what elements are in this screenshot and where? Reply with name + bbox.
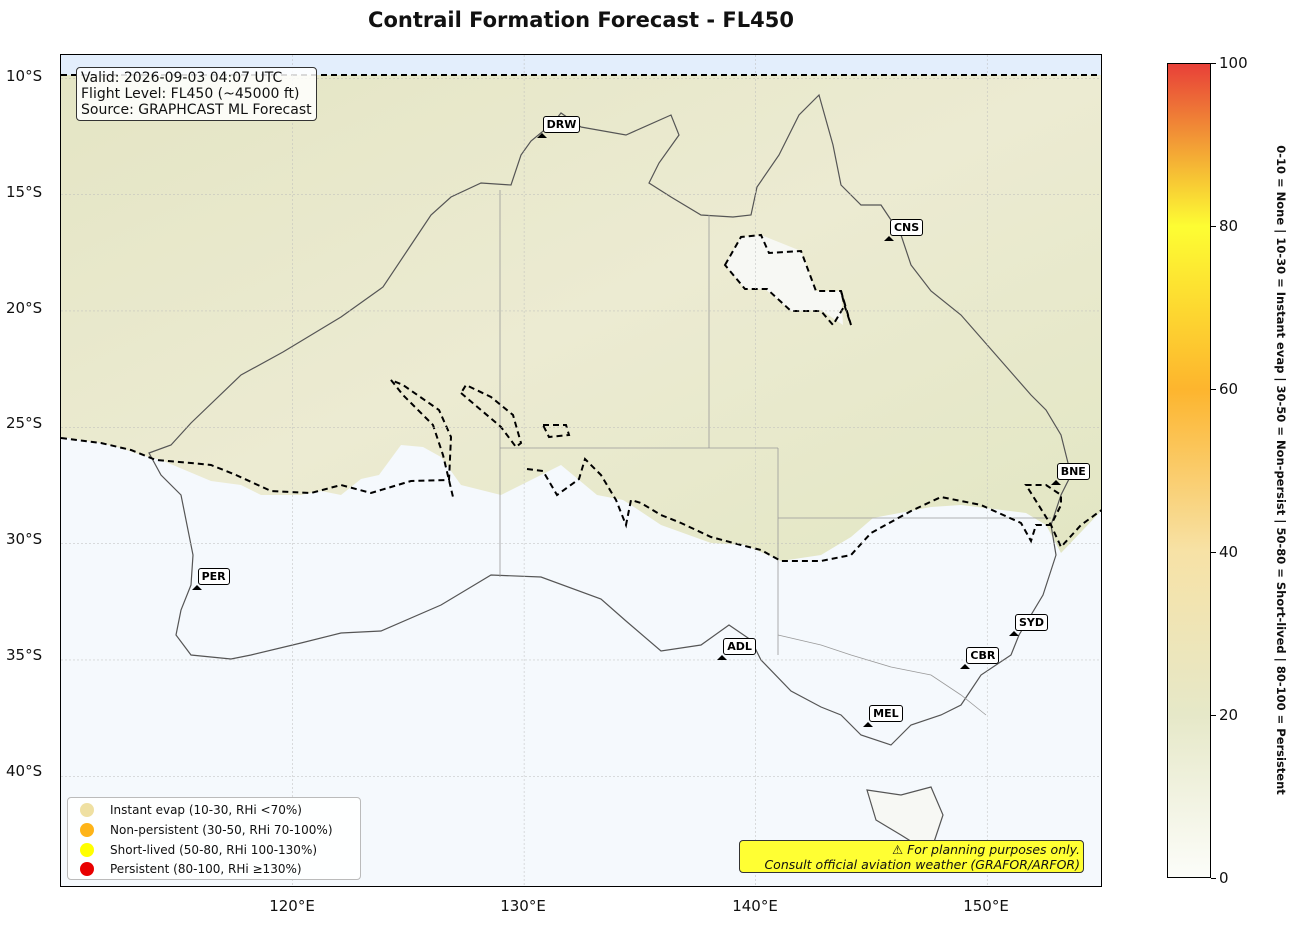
disclaimer-line-1: ⚠ For planning purposes only.: [892, 842, 1080, 857]
city-marker-icon: [883, 235, 894, 241]
city-marker-icon: [536, 133, 547, 139]
city-label-cbr[interactable]: CBR: [966, 646, 1000, 664]
colorbar-tick-mark: [1211, 389, 1216, 390]
city-marker-icon: [717, 654, 728, 660]
colorbar-tick-label: 60: [1219, 380, 1239, 398]
lon-tick-140e: 140°E: [732, 897, 778, 915]
city-marker-icon: [960, 663, 971, 669]
map-area[interactable]: [60, 54, 1102, 887]
colorbar-tick-mark: [1211, 878, 1216, 879]
legend-dot-icon: [80, 862, 94, 876]
valid-time: Valid: 2026-09-03 04:07 UTC: [81, 70, 283, 86]
forecast-source: Source: GRAPHCAST ML Forecast: [81, 102, 312, 118]
forecast-info-box: Valid: 2026-09-03 04:07 UTC Flight Level…: [76, 67, 317, 121]
city-label-cns[interactable]: CNS: [889, 218, 924, 236]
lat-tick-20s: 20°S: [6, 299, 43, 317]
lon-tick-120e: 120°E: [269, 897, 315, 915]
colorbar-tick-label: 0: [1219, 869, 1229, 887]
colorbar-tick-mark: [1211, 552, 1216, 553]
lon-tick-150e: 150°E: [963, 897, 1009, 915]
tropic-band: [61, 55, 1101, 75]
colorbar-tick-mark: [1211, 715, 1216, 716]
australia-coastline: [148, 93, 1072, 746]
colorbar: [1167, 63, 1211, 878]
city-label-drw[interactable]: DRW: [542, 116, 581, 134]
lon-tick-130e: 130°E: [500, 897, 546, 915]
disclaimer-box: ⚠ For planning purposes only. Consult of…: [739, 840, 1084, 873]
legend-dot-icon: [80, 823, 94, 837]
city-marker-icon: [863, 722, 874, 728]
colorbar-tick-mark: [1211, 63, 1216, 64]
flight-level: Flight Level: FL450 (~45000 ft): [81, 86, 300, 102]
colorbar-tick-label: 80: [1219, 217, 1239, 235]
lat-tick-30s: 30°S: [6, 530, 43, 548]
city-label-adl[interactable]: ADL: [723, 637, 756, 655]
city-marker-icon: [191, 584, 202, 590]
lat-tick-35s: 35°S: [6, 646, 43, 664]
map-canvas: [61, 55, 1101, 886]
disclaimer-line-2: Consult official aviation weather (GRAFO…: [764, 857, 1080, 872]
state-borders: [499, 190, 1051, 716]
lat-tick-25s: 25°S: [6, 414, 43, 432]
clear-patch: [725, 235, 843, 325]
city-marker-icon: [1009, 631, 1019, 637]
city-marker-icon: [1050, 480, 1061, 486]
legend-dot-icon: [80, 843, 94, 857]
colorbar-tick-mark: [1211, 226, 1216, 227]
lat-tick-10s: 10°S: [6, 67, 43, 85]
colorbar-tick-label: 20: [1219, 706, 1239, 724]
lat-tick-15s: 15°S: [6, 183, 43, 201]
forecast-region: [61, 75, 1101, 561]
legend: Instant evap (10-30, RHi <70%) Non-persi…: [67, 797, 361, 880]
colorbar-label: 0-10 = None | 10-30 = Instant evap | 30-…: [1274, 145, 1288, 795]
colorbar-tick-label: 100: [1219, 54, 1248, 72]
city-label-bne[interactable]: BNE: [1056, 463, 1090, 481]
tasmania-coastline: [866, 786, 944, 846]
city-label-mel[interactable]: MEL: [869, 705, 903, 723]
lat-tick-40s: 40°S: [6, 762, 43, 780]
chart-title: Contrail Formation Forecast - FL450: [368, 8, 794, 32]
colorbar-tick-label: 40: [1219, 543, 1239, 561]
city-label-per[interactable]: PER: [197, 567, 230, 585]
city-label-syd[interactable]: SYD: [1015, 614, 1049, 632]
legend-dot-icon: [80, 803, 94, 817]
